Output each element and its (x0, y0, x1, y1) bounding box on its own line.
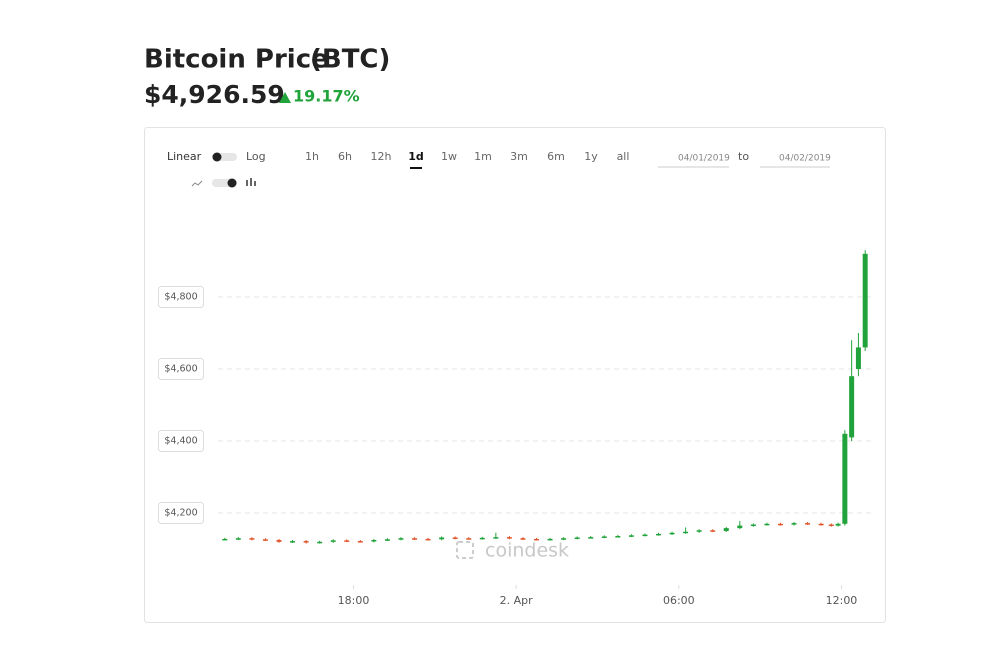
candle-body (710, 530, 716, 532)
candle-body (371, 540, 377, 542)
candle-body (534, 538, 540, 541)
candle-body (344, 540, 350, 542)
candle-body (235, 538, 241, 540)
candle-body (466, 538, 472, 540)
candle-body (384, 539, 390, 541)
candle-icon[interactable] (246, 178, 256, 186)
toggle-knob (227, 178, 237, 188)
range-button[interactable]: all (617, 150, 630, 163)
range-button[interactable]: 3m (510, 150, 528, 163)
candle-body (642, 534, 648, 537)
change: 19.17% (293, 87, 360, 106)
candle-body (398, 538, 404, 540)
price: $4,926.59 (144, 80, 285, 109)
candle-body (855, 347, 861, 369)
y-tick-label: $4,800 (164, 292, 197, 303)
watermark-text: coindesk (485, 540, 569, 562)
candle-body (452, 537, 458, 539)
range-button[interactable]: 6h (338, 150, 352, 163)
candle-body (601, 536, 607, 538)
scale-linear[interactable]: Linear (167, 150, 202, 163)
range-button[interactable]: 1w (441, 150, 457, 163)
range-button[interactable]: 1d (408, 150, 424, 163)
candle-body (764, 523, 770, 526)
candle-body (357, 541, 363, 543)
candle-body (425, 538, 431, 541)
title: Bitcoin Price (144, 45, 329, 75)
candle-body (276, 540, 282, 542)
range-button[interactable]: 1h (305, 150, 319, 163)
watermark: coindesk (456, 540, 569, 562)
candle-body (628, 535, 634, 537)
y-tick-label: $4,600 (164, 364, 197, 375)
ticker: (BTC) (310, 45, 390, 75)
candle-body (669, 532, 675, 535)
candle-body (615, 536, 621, 538)
candle-body (222, 538, 228, 541)
candle-body (561, 538, 567, 540)
candle-body (828, 524, 834, 527)
y-tick-box (158, 286, 204, 308)
candle-body (439, 537, 445, 540)
candle-body (317, 541, 323, 544)
card (144, 127, 886, 623)
candle-body (696, 530, 702, 532)
candle-body (655, 533, 661, 536)
y-tick-label: $4,200 (164, 508, 197, 519)
candle-body (791, 523, 797, 525)
y-tick-box (158, 430, 204, 452)
date-sep: to (738, 150, 749, 163)
candle-body (805, 523, 811, 525)
x-tick-label: 12:00 (826, 594, 858, 607)
candle-body (849, 376, 855, 438)
x-tick-label: 06:00 (663, 594, 695, 607)
range-button[interactable]: 1m (474, 150, 492, 163)
candle-body (750, 524, 756, 527)
x-tick-label: 18:00 (338, 594, 370, 607)
candle-body (723, 528, 729, 531)
y-tick-box (158, 502, 204, 524)
candle-body (520, 538, 526, 540)
candle-body (862, 253, 868, 348)
candle-body (479, 537, 485, 540)
candle-body (574, 537, 580, 539)
range-button[interactable]: 6m (547, 150, 565, 163)
line-icon[interactable] (191, 180, 203, 187)
range-button[interactable]: 1y (584, 150, 598, 163)
toggle-knob (212, 152, 222, 162)
date-from[interactable]: 04/01/2019 (678, 154, 730, 164)
candle-body (249, 538, 255, 540)
candle-body (777, 523, 783, 526)
date-to[interactable]: 04/02/2019 (779, 154, 831, 164)
y-tick-box (158, 358, 204, 380)
candle-body (835, 523, 841, 526)
candle-body (588, 537, 594, 539)
candle-body (303, 541, 309, 543)
candle-body (290, 541, 296, 543)
scale-log[interactable]: Log (246, 150, 266, 163)
x-tick-label: 2. Apr (500, 594, 533, 607)
candle-body (412, 538, 418, 540)
candle-body (818, 523, 824, 526)
candle-body (547, 538, 553, 541)
y-tick-label: $4,400 (164, 436, 197, 447)
candle-body (262, 539, 268, 541)
up-arrow (279, 92, 291, 103)
candle-body (737, 525, 743, 529)
candle-body (506, 537, 512, 539)
candle-body (493, 537, 499, 539)
candle-body (842, 433, 848, 524)
candle-body (330, 540, 336, 542)
candle-body (683, 531, 689, 534)
range-button[interactable]: 12h (371, 150, 392, 163)
